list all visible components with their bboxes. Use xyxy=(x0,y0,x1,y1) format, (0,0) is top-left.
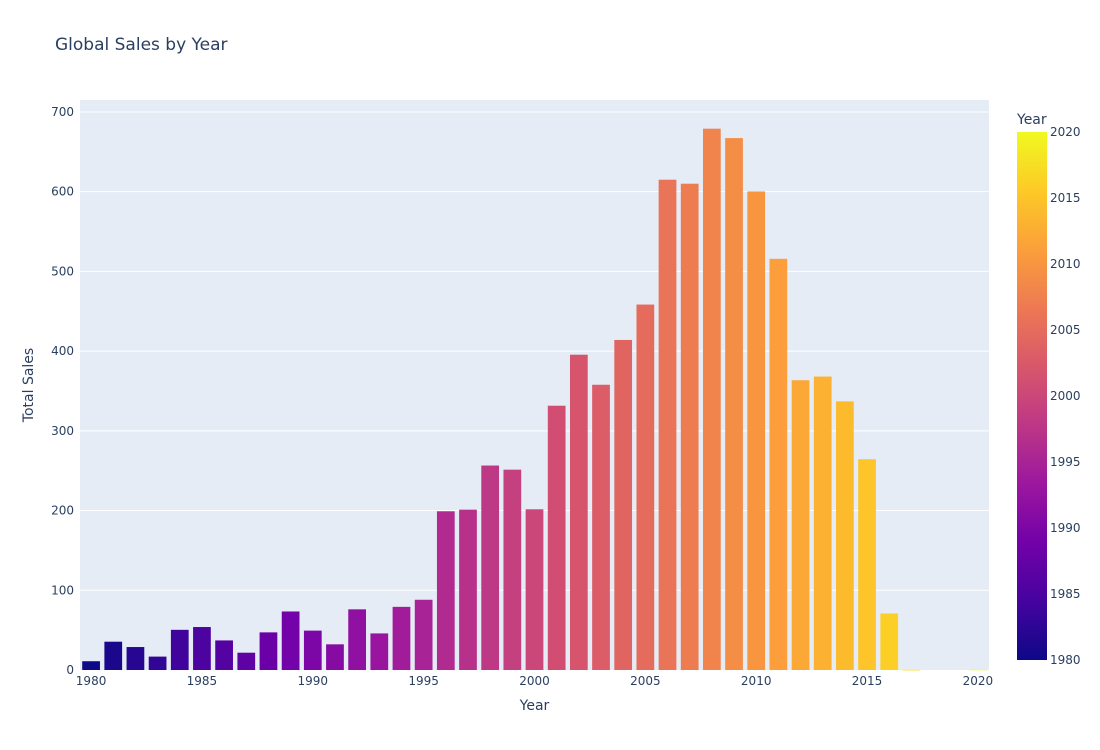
bar xyxy=(148,656,167,670)
bar xyxy=(902,669,921,671)
x-tick-label: 1995 xyxy=(408,674,439,688)
bar xyxy=(104,641,123,670)
y-axis-title: Total Sales xyxy=(21,348,37,423)
bar xyxy=(636,304,655,670)
colorbar-tick-label: 2020 xyxy=(1050,125,1081,139)
bar xyxy=(303,630,322,670)
y-tick-label: 600 xyxy=(51,185,74,199)
bar xyxy=(747,191,766,671)
colorbar xyxy=(1017,132,1047,660)
bar xyxy=(436,511,455,670)
bar xyxy=(525,509,544,670)
bar xyxy=(281,611,300,670)
colorbar-tick-label: 1985 xyxy=(1050,587,1081,601)
x-tick-label: 2000 xyxy=(519,674,550,688)
y-tick-label: 300 xyxy=(51,424,74,438)
bar xyxy=(769,258,788,670)
bar xyxy=(237,652,256,670)
bar xyxy=(370,633,389,670)
bar xyxy=(592,384,610,670)
bar xyxy=(680,183,699,670)
bar xyxy=(569,354,588,670)
y-tick-label: 500 xyxy=(51,264,74,278)
bar xyxy=(126,647,145,670)
bar xyxy=(658,179,677,670)
colorbar-tick-label: 2005 xyxy=(1050,323,1081,337)
bar xyxy=(813,376,832,670)
bar xyxy=(858,459,876,670)
bar xyxy=(193,627,211,670)
y-tick-label: 100 xyxy=(51,583,74,597)
bar xyxy=(880,613,899,670)
colorbar-tick-labels: 1980 1985 1990 1995 2000 2005 2010 2015 2020 xyxy=(1050,125,1081,667)
bar xyxy=(725,138,743,670)
bar xyxy=(259,632,278,670)
x-axis-title: Year xyxy=(519,698,550,714)
colorbar-tick-label: 1980 xyxy=(1050,653,1081,667)
bar xyxy=(702,128,721,671)
colorbar-tick-label: 2000 xyxy=(1050,389,1081,403)
x-tick-label: 2005 xyxy=(630,674,661,688)
y-tick-label: 200 xyxy=(51,504,74,518)
bar xyxy=(414,599,433,670)
x-tick-label: 2010 xyxy=(741,674,772,688)
colorbar-tick-label: 1995 xyxy=(1050,455,1081,469)
bar xyxy=(481,465,500,670)
bar xyxy=(503,469,522,670)
x-tick-label: 2020 xyxy=(963,674,994,688)
bar xyxy=(326,644,344,670)
bars xyxy=(82,128,987,671)
x-tick-label: 1990 xyxy=(298,674,329,688)
y-tick-label: 700 xyxy=(51,105,74,119)
bar xyxy=(614,339,633,670)
bar xyxy=(392,606,411,670)
colorbar-tick-label: 2015 xyxy=(1050,191,1081,205)
x-tick-label: 2015 xyxy=(852,674,883,688)
bar xyxy=(836,401,854,670)
bar xyxy=(791,380,810,670)
y-tick-labels: 0 100 200 300 400 500 600 700 xyxy=(51,105,74,677)
bar xyxy=(348,609,367,670)
x-tick-label: 1980 xyxy=(76,674,107,688)
bar xyxy=(82,661,100,670)
colorbar-title: Year xyxy=(1016,112,1047,128)
x-tick-labels: 1980 1985 1990 1995 2000 2005 2010 2015 2020 xyxy=(76,674,993,688)
bar xyxy=(170,629,189,670)
colorbar-tick-label: 2010 xyxy=(1050,257,1081,271)
y-tick-label: 0 xyxy=(66,663,74,677)
x-tick-label: 1985 xyxy=(187,674,218,688)
bar xyxy=(459,509,477,670)
chart-title: Global Sales by Year xyxy=(55,35,228,55)
bar xyxy=(969,669,987,671)
bar xyxy=(215,640,233,670)
y-tick-label: 400 xyxy=(51,344,74,358)
colorbar-tick-label: 1990 xyxy=(1050,521,1081,535)
bar xyxy=(547,405,566,670)
